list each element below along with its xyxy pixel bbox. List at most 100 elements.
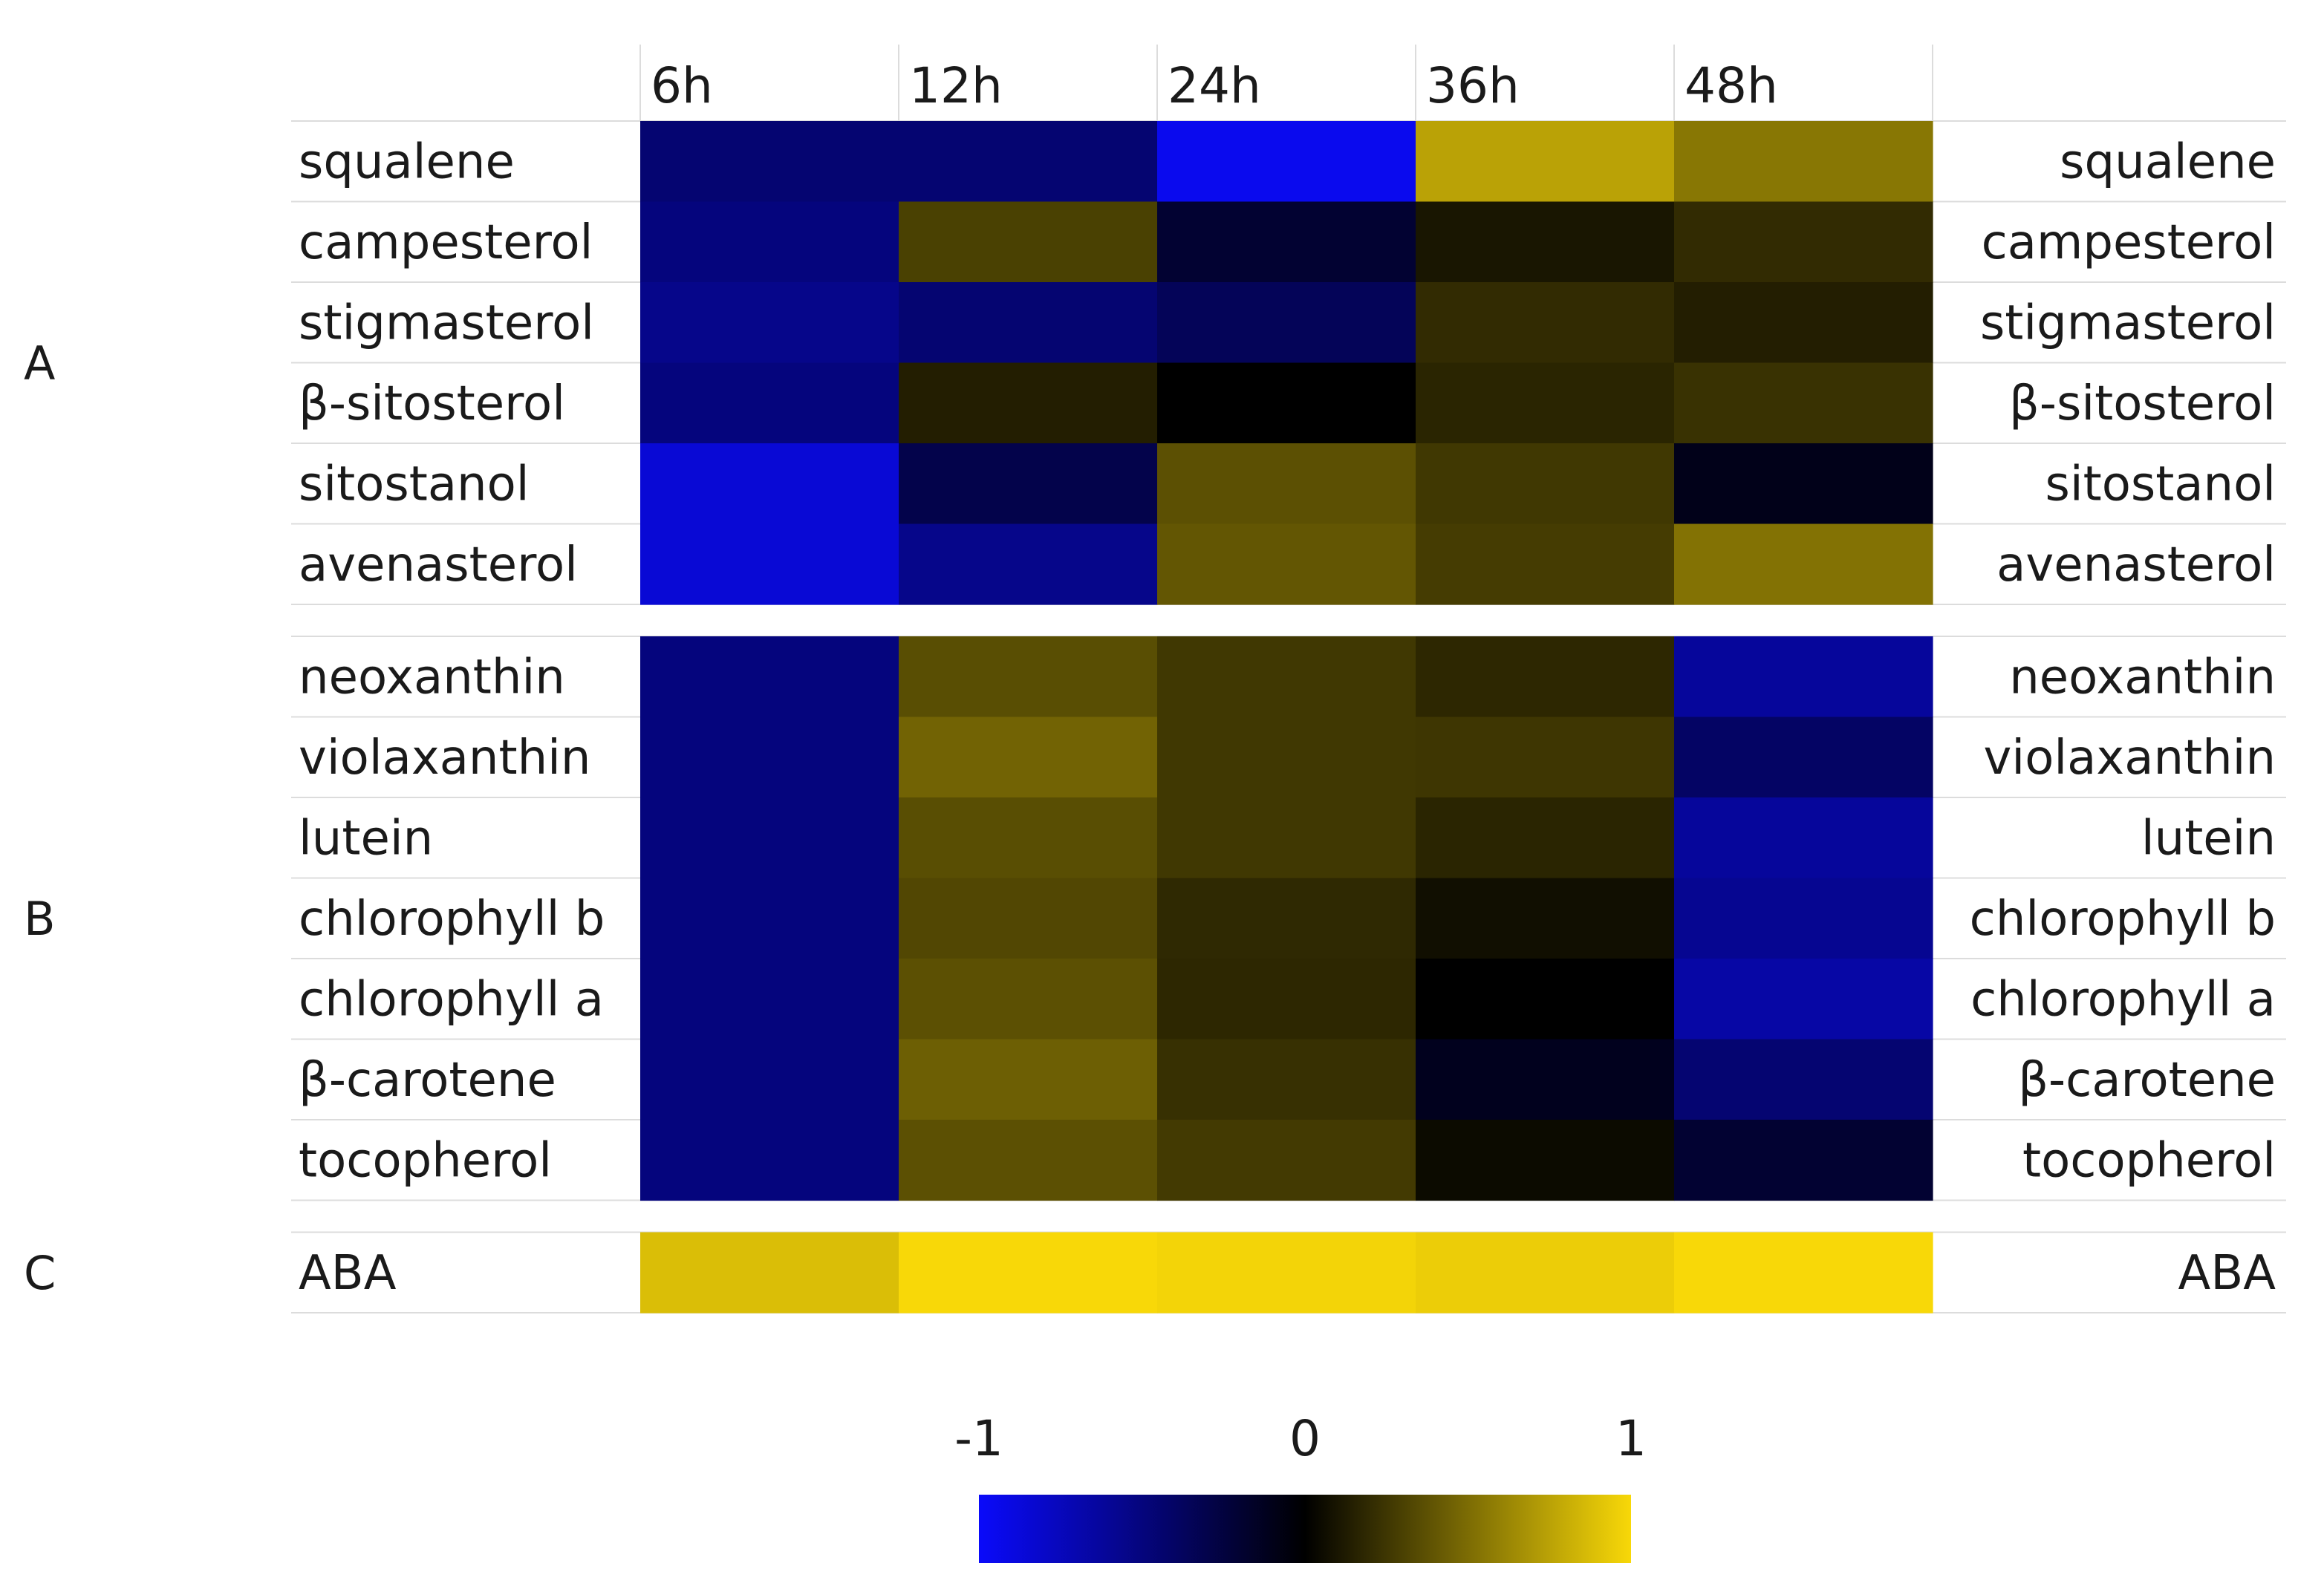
cell-sitostanol-36h [1416, 443, 1675, 525]
color-scale-legend: -1 0 1 [954, 1410, 1647, 1563]
row-label-left--carotene: β-carotene [299, 1053, 556, 1108]
cell--carotene-12h [899, 1039, 1158, 1120]
cell-campesterol-48h [1674, 201, 1933, 283]
column-label-36h: 36h [1426, 57, 1520, 114]
row-label-right-chlorophyll-b: chlorophyll b [1970, 892, 2276, 947]
cell--sitosterol-24h [1157, 362, 1416, 444]
cell-stigmasterol-24h [1157, 282, 1416, 364]
row-label-left-neoxanthin: neoxanthin [299, 650, 565, 705]
cell--carotene-36h [1416, 1039, 1675, 1120]
row-label-left-chlorophyll-a: chlorophyll a [299, 972, 604, 1027]
cell-chlorophyll-b-48h [1674, 878, 1933, 959]
cell-violaxanthin-24h [1157, 717, 1416, 798]
cell-squalene-36h [1416, 121, 1675, 203]
cell-stigmasterol-48h [1674, 282, 1933, 364]
cell-lutein-12h [899, 797, 1158, 879]
cell-chlorophyll-b-6h [640, 878, 899, 959]
cell-lutein-36h [1416, 797, 1675, 879]
cell-squalene-48h [1674, 121, 1933, 203]
cell-violaxanthin-12h [899, 717, 1158, 798]
cell-tocopherol-12h [899, 1120, 1158, 1201]
row-label-right-stigmasterol: stigmasterol [1980, 296, 2276, 350]
row-label-left-tocopherol: tocopherol [299, 1133, 552, 1188]
cell-avenasterol-48h [1674, 523, 1933, 605]
row-label-right-sitostanol: sitostanol [2045, 457, 2276, 512]
cell-avenasterol-36h [1416, 523, 1675, 605]
cell-chlorophyll-b-36h [1416, 878, 1675, 959]
column-label-6h: 6h [651, 57, 713, 114]
cell-violaxanthin-6h [640, 717, 899, 798]
cell-neoxanthin-24h [1157, 636, 1416, 718]
row-label-left--sitosterol: β-sitosterol [299, 376, 565, 431]
cell-violaxanthin-48h [1674, 717, 1933, 798]
cell-neoxanthin-12h [899, 636, 1158, 718]
column-label-12h: 12h [909, 57, 1003, 114]
row-label-right-lutein: lutein [2141, 811, 2276, 866]
cell-lutein-24h [1157, 797, 1416, 879]
cell-aba-48h [1674, 1232, 1933, 1313]
cell-tocopherol-36h [1416, 1120, 1675, 1201]
cell-neoxanthin-48h [1674, 636, 1933, 718]
cell-lutein-48h [1674, 797, 1933, 879]
row-label-left-avenasterol: avenasterol [299, 538, 578, 593]
cell-chlorophyll-a-12h [899, 959, 1158, 1040]
cell-squalene-12h [899, 121, 1158, 203]
cell-sitostanol-24h [1157, 443, 1416, 525]
row-label-left-stigmasterol: stigmasterol [299, 296, 594, 350]
cell-campesterol-12h [899, 201, 1158, 283]
row-label-right-violaxanthin: violaxanthin [1984, 731, 2276, 786]
cell-avenasterol-24h [1157, 523, 1416, 605]
cell-lutein-6h [640, 797, 899, 879]
column-label-48h: 48h [1685, 57, 1778, 114]
cell-campesterol-36h [1416, 201, 1675, 283]
cell--sitosterol-48h [1674, 362, 1933, 444]
cell-campesterol-24h [1157, 201, 1416, 283]
cell-sitostanol-6h [640, 443, 899, 525]
cell--sitosterol-6h [640, 362, 899, 444]
cell-sitostanol-12h [899, 443, 1158, 525]
cell-neoxanthin-36h [1416, 636, 1675, 718]
group-label-C: C [24, 1246, 56, 1300]
row-label-left-chlorophyll-b: chlorophyll b [299, 892, 605, 947]
cell-avenasterol-6h [640, 523, 899, 605]
cell-tocopherol-48h [1674, 1120, 1933, 1201]
row-label-right-chlorophyll-a: chlorophyll a [1970, 972, 2276, 1027]
cell-campesterol-6h [640, 201, 899, 283]
row-label-right-squalene: squalene [2060, 134, 2276, 189]
heatmap-cells [640, 121, 1933, 1313]
row-label-left-lutein: lutein [299, 811, 433, 866]
row-label-right-neoxanthin: neoxanthin [2009, 650, 2276, 705]
group-label-B: B [24, 892, 56, 946]
cell--carotene-48h [1674, 1039, 1933, 1120]
cell-aba-36h [1416, 1232, 1675, 1313]
row-label-left-campesterol: campesterol [299, 215, 593, 270]
row-label-right--carotene: β-carotene [2018, 1053, 2276, 1108]
cell-squalene-6h [640, 121, 899, 203]
color-scale-bar [979, 1495, 1631, 1563]
row-label-left-aba: ABA [299, 1246, 397, 1301]
cell-chlorophyll-a-36h [1416, 959, 1675, 1040]
cell-chlorophyll-a-48h [1674, 959, 1933, 1040]
row-label-right-tocopherol: tocopherol [2022, 1133, 2276, 1188]
cell-chlorophyll-b-12h [899, 878, 1158, 959]
heatmap-labels: 6h 12h 24h 36h 48h squalene squalene campestero… [24, 57, 2276, 1301]
row-label-right-campesterol: campesterol [1982, 215, 2276, 270]
cell-aba-12h [899, 1232, 1158, 1313]
cell-stigmasterol-12h [899, 282, 1158, 364]
cell-aba-6h [640, 1232, 899, 1313]
row-label-right-avenasterol: avenasterol [1996, 538, 2276, 593]
group-label-A: A [24, 336, 55, 391]
scale-tick-label: 1 [1615, 1410, 1647, 1467]
row-label-left-squalene: squalene [299, 134, 515, 189]
cell--sitosterol-12h [899, 362, 1158, 444]
cell--carotene-24h [1157, 1039, 1416, 1120]
row-label-left-sitostanol: sitostanol [299, 457, 530, 512]
cell--carotene-6h [640, 1039, 899, 1120]
row-label-right-aba: ABA [2178, 1246, 2276, 1301]
cell-chlorophyll-a-6h [640, 959, 899, 1040]
cell-chlorophyll-a-24h [1157, 959, 1416, 1040]
cell-squalene-24h [1157, 121, 1416, 203]
cell-tocopherol-6h [640, 1120, 899, 1201]
cell-tocopherol-24h [1157, 1120, 1416, 1201]
